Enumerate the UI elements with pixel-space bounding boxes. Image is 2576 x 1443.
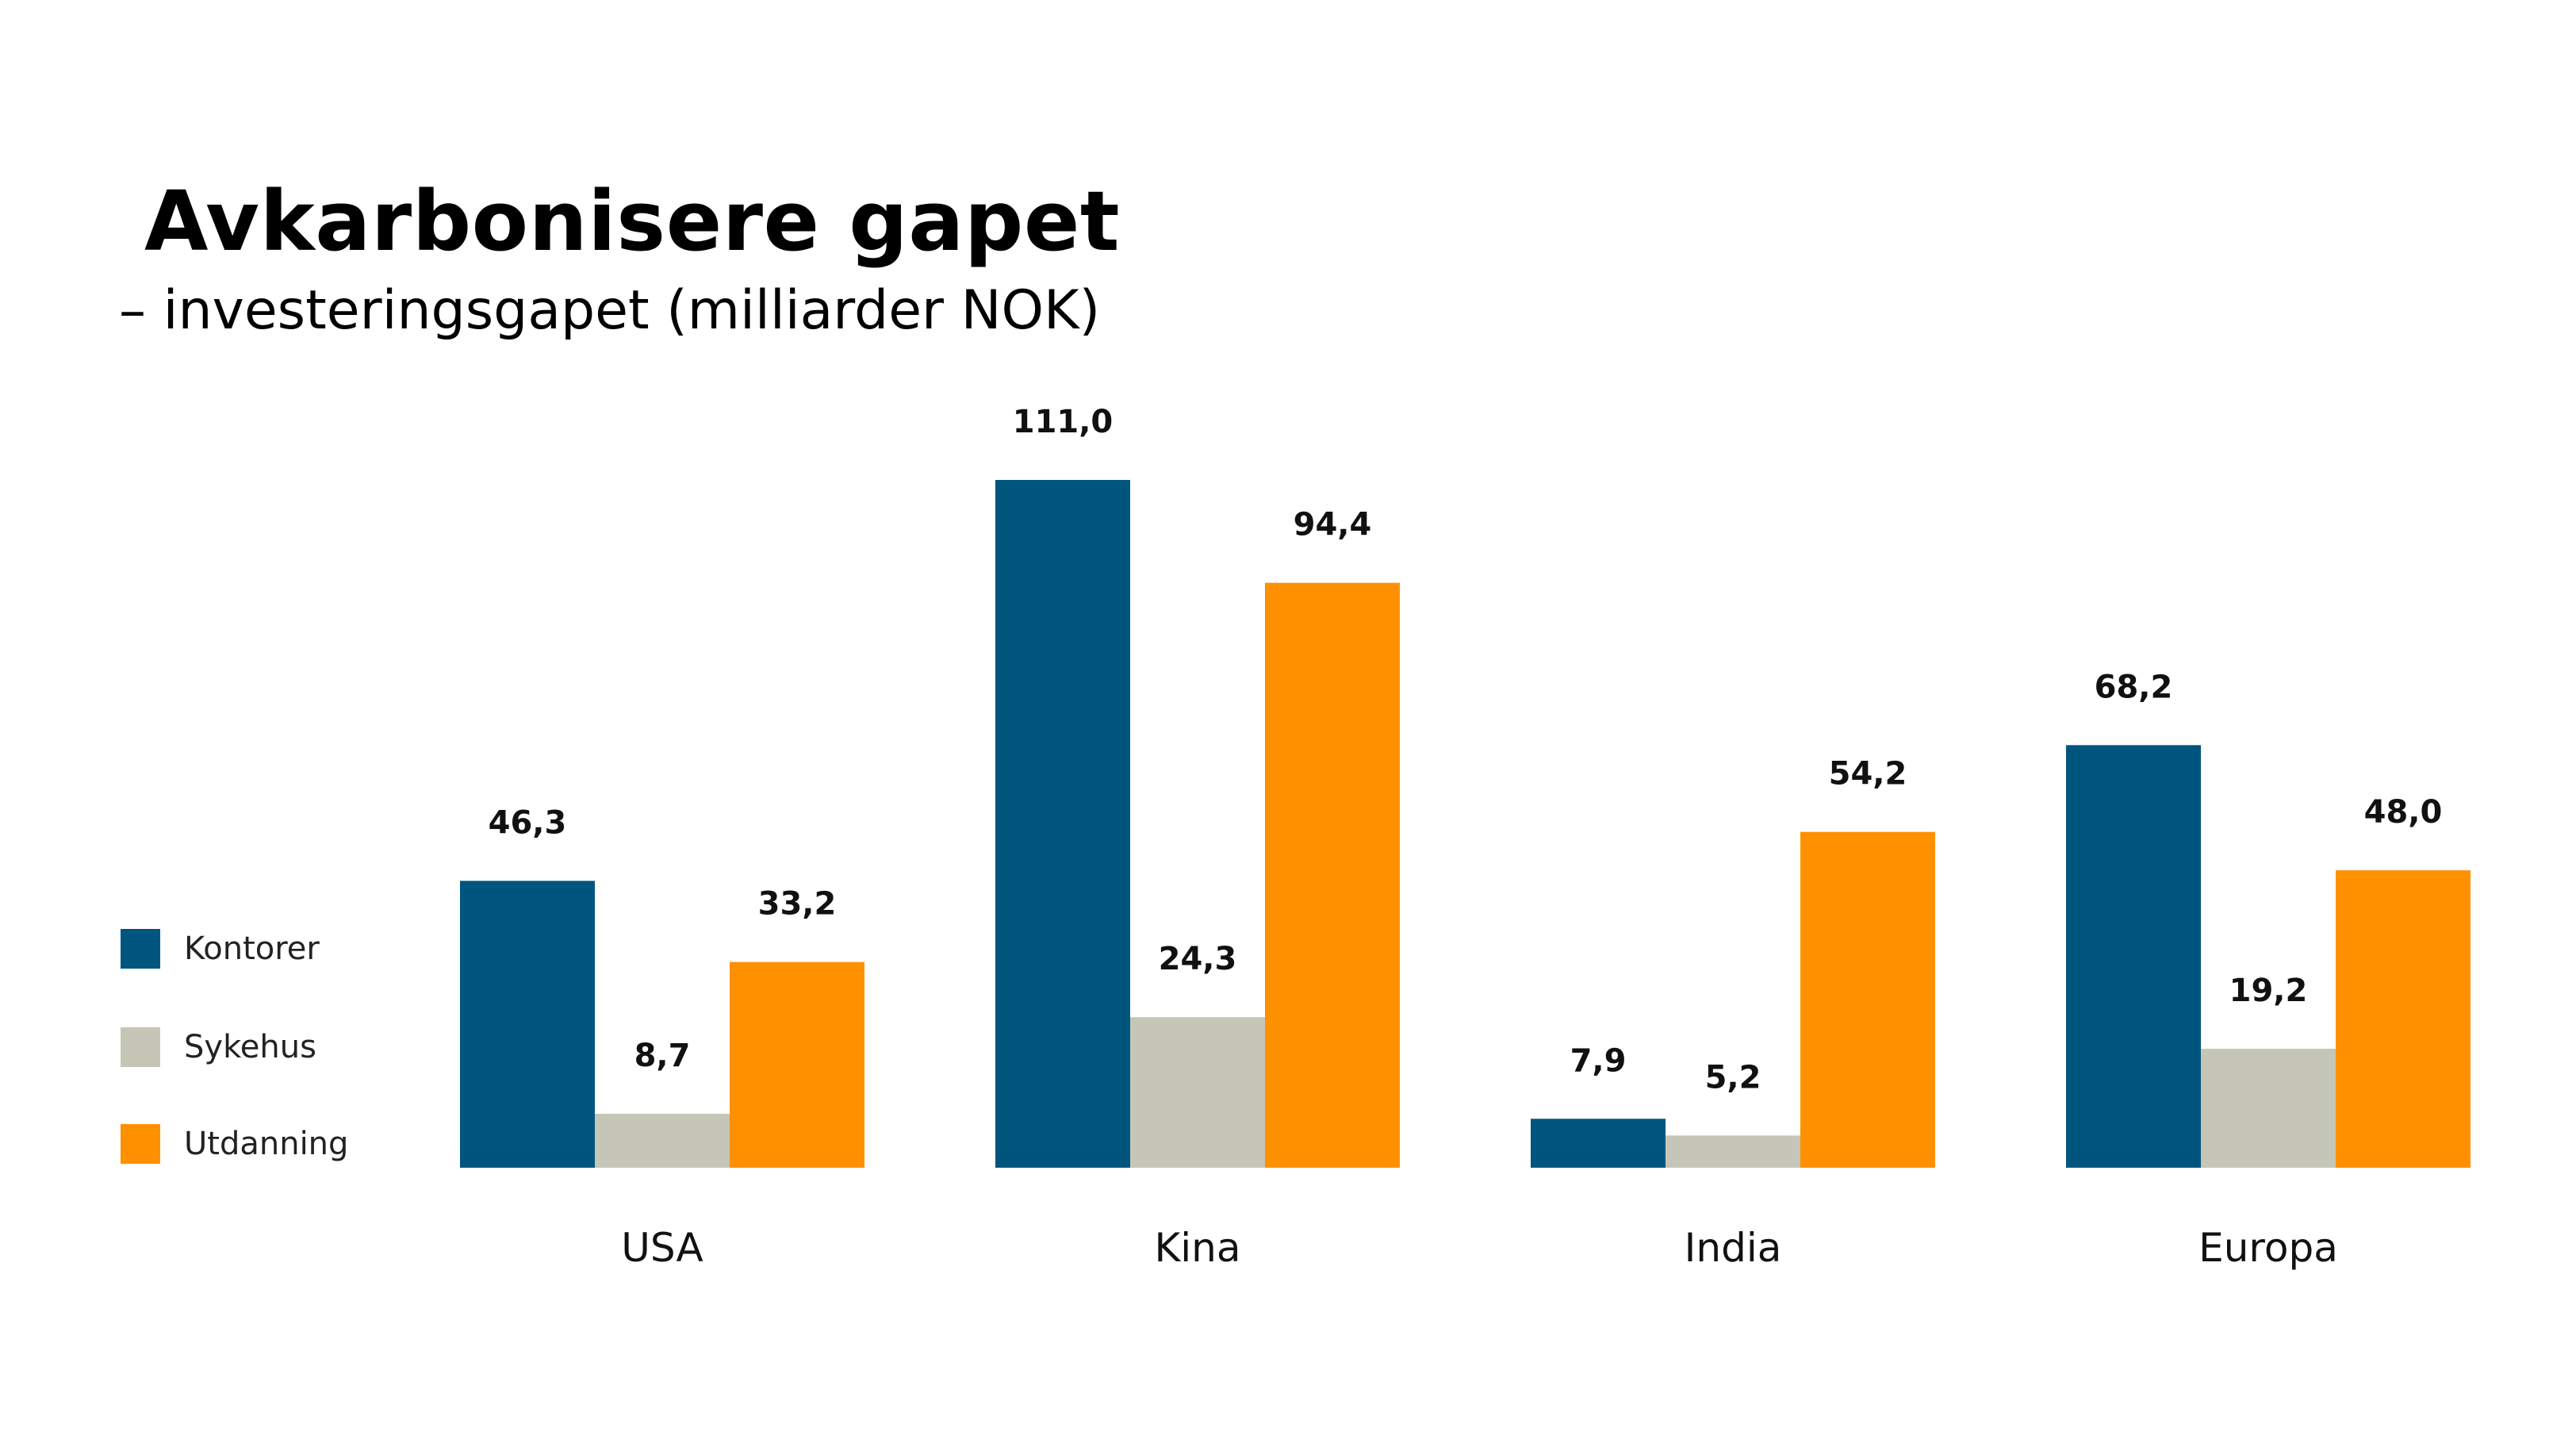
category-label-india: India <box>1685 1225 1782 1271</box>
category-label-europa: Europa <box>2198 1225 2338 1271</box>
data-label-usa-kontorer: 46,3 <box>489 804 567 841</box>
legend-label-kontorer: Kontorer <box>184 931 320 967</box>
data-label-india-sykehus: 5,2 <box>1705 1059 1761 1096</box>
bar-india-kontorer <box>1531 1119 1666 1168</box>
bar-usa-utdanning <box>730 961 864 1168</box>
legend-item-kontorer: Kontorer <box>121 928 320 969</box>
legend-swatch-utdanning <box>121 1124 160 1164</box>
bar-europa-kontorer <box>2066 745 2201 1168</box>
bar-india-utdanning <box>1800 831 1935 1168</box>
data-label-europa-kontorer: 68,2 <box>2095 669 2173 705</box>
legend-swatch-kontorer <box>121 929 160 969</box>
data-label-india-kontorer: 7,9 <box>1570 1042 1627 1079</box>
category-label-kina: Kina <box>1154 1225 1240 1271</box>
legend-label-sykehus: Sykehus <box>184 1029 316 1065</box>
data-label-kina-utdanning: 94,4 <box>1294 507 1372 543</box>
data-label-kina-sykehus: 24,3 <box>1159 941 1237 977</box>
bar-kina-kontorer <box>995 480 1130 1168</box>
data-label-usa-sykehus: 8,7 <box>634 1038 691 1074</box>
data-label-kina-kontorer: 111,0 <box>1013 404 1114 440</box>
legend-swatch-sykehus <box>121 1027 160 1067</box>
data-label-europa-utdanning: 48,0 <box>2364 794 2443 831</box>
bar-kina-utdanning <box>1265 582 1400 1168</box>
bar-usa-sykehus <box>595 1114 730 1168</box>
category-label-usa: USA <box>621 1225 703 1271</box>
bar-kina-sykehus <box>1130 1017 1265 1168</box>
legend-label-utdanning: Utdanning <box>184 1126 349 1162</box>
bar-usa-kontorer <box>460 881 595 1168</box>
legend-item-utdanning: Utdanning <box>121 1123 348 1165</box>
chart-title: Avkarbonisere gapet <box>144 173 1121 270</box>
bar-europa-utdanning <box>2336 870 2471 1168</box>
chart-subtitle: – investeringsgapet (milliarder NOK) <box>119 279 1101 342</box>
data-label-usa-utdanning: 33,2 <box>758 886 837 923</box>
bar-india-sykehus <box>1666 1135 1800 1168</box>
bar-europa-sykehus <box>2201 1049 2336 1168</box>
legend-item-sykehus: Sykehus <box>121 1027 316 1068</box>
data-label-europa-sykehus: 19,2 <box>2229 973 2308 1009</box>
data-label-india-utdanning: 54,2 <box>1829 756 1907 792</box>
